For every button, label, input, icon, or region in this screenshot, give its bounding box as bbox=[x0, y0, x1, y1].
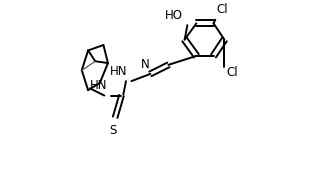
Text: Cl: Cl bbox=[216, 3, 228, 16]
Text: HN: HN bbox=[90, 79, 107, 92]
Text: Cl: Cl bbox=[226, 66, 238, 79]
Text: HN: HN bbox=[110, 64, 127, 77]
Text: S: S bbox=[110, 124, 117, 136]
Text: HO: HO bbox=[165, 9, 183, 22]
Text: N: N bbox=[141, 58, 149, 71]
